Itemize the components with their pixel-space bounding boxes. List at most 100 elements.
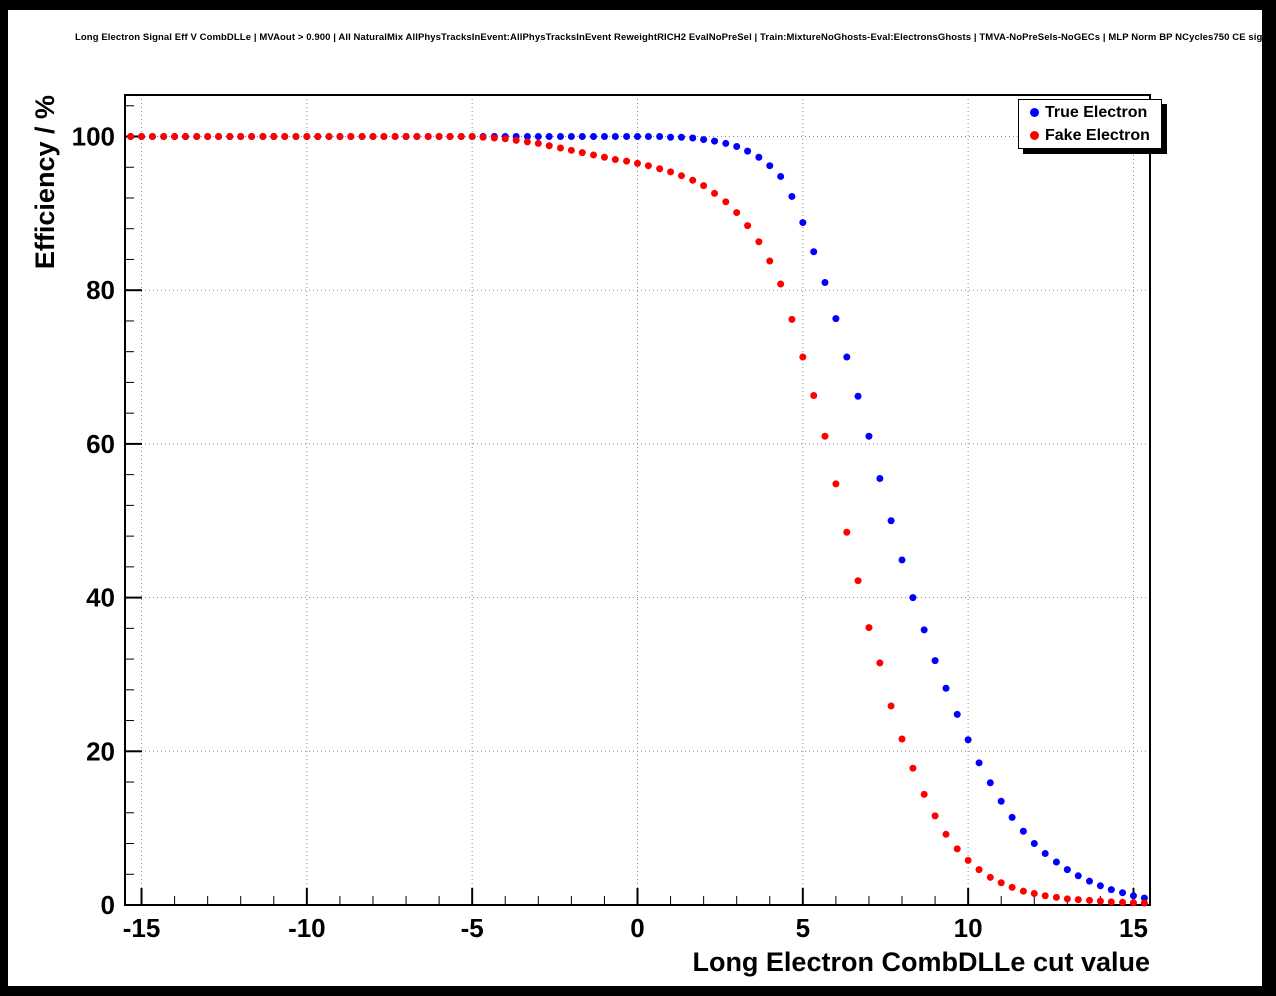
root-canvas: Long Electron Signal Eff V CombDLLe | MV… xyxy=(8,10,1276,986)
data-point-fake-electron xyxy=(468,132,476,140)
data-point-fake-electron xyxy=(777,280,785,288)
data-point-fake-electron xyxy=(1096,897,1104,905)
data-point-fake-electron xyxy=(865,624,873,632)
data-point-fake-electron xyxy=(226,132,234,140)
data-point-true-electron xyxy=(590,132,598,140)
y-tick-label: 0 xyxy=(101,890,115,920)
data-point-true-electron xyxy=(986,779,994,787)
data-point-fake-electron xyxy=(854,577,862,585)
data-point-true-electron xyxy=(644,132,652,140)
data-point-fake-electron xyxy=(964,856,972,864)
data-point-fake-electron xyxy=(490,134,498,142)
data-point-fake-electron xyxy=(567,146,575,154)
data-point-true-electron xyxy=(1085,877,1093,885)
x-tick-label: 5 xyxy=(796,913,810,943)
data-point-true-electron xyxy=(810,248,818,256)
data-point-true-electron xyxy=(1041,850,1049,858)
y-tick-label: 40 xyxy=(86,583,115,613)
data-point-fake-electron xyxy=(391,132,399,140)
data-point-fake-electron xyxy=(259,132,267,140)
data-point-fake-electron xyxy=(545,142,553,150)
data-point-fake-electron xyxy=(1041,892,1049,900)
data-point-true-electron xyxy=(755,153,763,161)
data-point-true-electron xyxy=(832,315,840,323)
data-point-fake-electron xyxy=(380,132,388,140)
data-point-true-electron xyxy=(1096,882,1104,890)
data-point-fake-electron xyxy=(1008,883,1016,891)
data-point-fake-electron xyxy=(997,879,1005,887)
data-point-fake-electron xyxy=(623,157,631,165)
data-point-true-electron xyxy=(689,134,697,142)
data-point-true-electron xyxy=(711,137,719,145)
data-point-true-electron xyxy=(799,219,807,227)
data-point-fake-electron xyxy=(920,790,928,798)
data-point-fake-electron xyxy=(986,873,994,881)
data-point-true-electron xyxy=(700,136,708,144)
data-point-fake-electron xyxy=(1063,895,1071,903)
data-point-fake-electron xyxy=(479,133,487,141)
data-point-fake-electron xyxy=(821,432,829,440)
data-point-fake-electron xyxy=(1085,896,1093,904)
y-tick-label: 20 xyxy=(86,736,115,766)
data-point-fake-electron xyxy=(667,168,675,176)
y-tick-label: 60 xyxy=(86,429,115,459)
data-point-fake-electron xyxy=(909,764,917,772)
data-point-fake-electron xyxy=(1074,896,1082,904)
data-point-true-electron xyxy=(1119,889,1127,897)
data-point-fake-electron xyxy=(336,132,344,140)
data-point-fake-electron xyxy=(799,353,807,361)
data-point-fake-electron xyxy=(281,132,289,140)
data-point-fake-electron xyxy=(810,391,818,399)
data-point-fake-electron xyxy=(138,132,146,140)
data-point-fake-electron xyxy=(700,182,708,190)
data-point-fake-electron xyxy=(1107,898,1115,906)
data-point-fake-electron xyxy=(182,132,190,140)
data-point-fake-electron xyxy=(1019,887,1027,895)
data-point-true-electron xyxy=(722,139,730,147)
data-point-fake-electron xyxy=(171,132,179,140)
data-point-true-electron xyxy=(1074,872,1082,880)
data-point-true-electron xyxy=(931,657,939,665)
data-point-true-electron xyxy=(523,132,531,140)
data-point-fake-electron xyxy=(501,135,509,143)
data-point-fake-electron xyxy=(689,176,697,184)
y-tick-label: 100 xyxy=(72,121,115,151)
data-point-true-electron xyxy=(744,147,752,155)
data-point-fake-electron xyxy=(722,198,730,206)
data-point-fake-electron xyxy=(578,149,586,157)
data-point-fake-electron xyxy=(600,153,608,161)
data-point-fake-electron xyxy=(248,132,256,140)
legend: True Electron Fake Electron xyxy=(1018,99,1162,149)
data-point-true-electron xyxy=(865,432,873,440)
data-point-true-electron xyxy=(600,132,608,140)
plot-frame xyxy=(124,94,1151,906)
data-point-true-electron xyxy=(634,132,641,140)
data-point-fake-electron xyxy=(457,132,465,140)
data-point-fake-electron xyxy=(303,132,311,140)
data-point-true-electron xyxy=(611,132,619,140)
data-point-fake-electron xyxy=(237,132,245,140)
x-tick-label: -15 xyxy=(123,913,161,943)
data-point-true-electron xyxy=(667,133,675,141)
data-point-true-electron xyxy=(556,132,564,140)
data-point-true-electron xyxy=(567,132,575,140)
data-point-true-electron xyxy=(766,162,774,170)
y-axis-title: Efficiency / % xyxy=(30,95,60,269)
data-point-true-electron xyxy=(1019,827,1027,835)
data-point-true-electron xyxy=(1129,892,1137,900)
data-point-fake-electron xyxy=(898,735,906,743)
data-point-fake-electron xyxy=(975,866,983,874)
x-tick-label: 0 xyxy=(630,913,644,943)
data-point-true-electron xyxy=(887,517,895,525)
x-tick-label: 10 xyxy=(954,913,983,943)
data-point-true-electron xyxy=(534,132,542,140)
data-point-true-electron xyxy=(843,353,851,361)
data-point-fake-electron xyxy=(656,165,664,173)
data-point-fake-electron xyxy=(788,315,796,323)
data-point-fake-electron xyxy=(744,222,752,230)
x-axis-title: Long Electron CombDLLe cut value xyxy=(692,947,1150,977)
data-point-fake-electron xyxy=(1052,893,1060,901)
y-tick-label: 80 xyxy=(86,275,115,305)
data-point-true-electron xyxy=(997,797,1005,805)
